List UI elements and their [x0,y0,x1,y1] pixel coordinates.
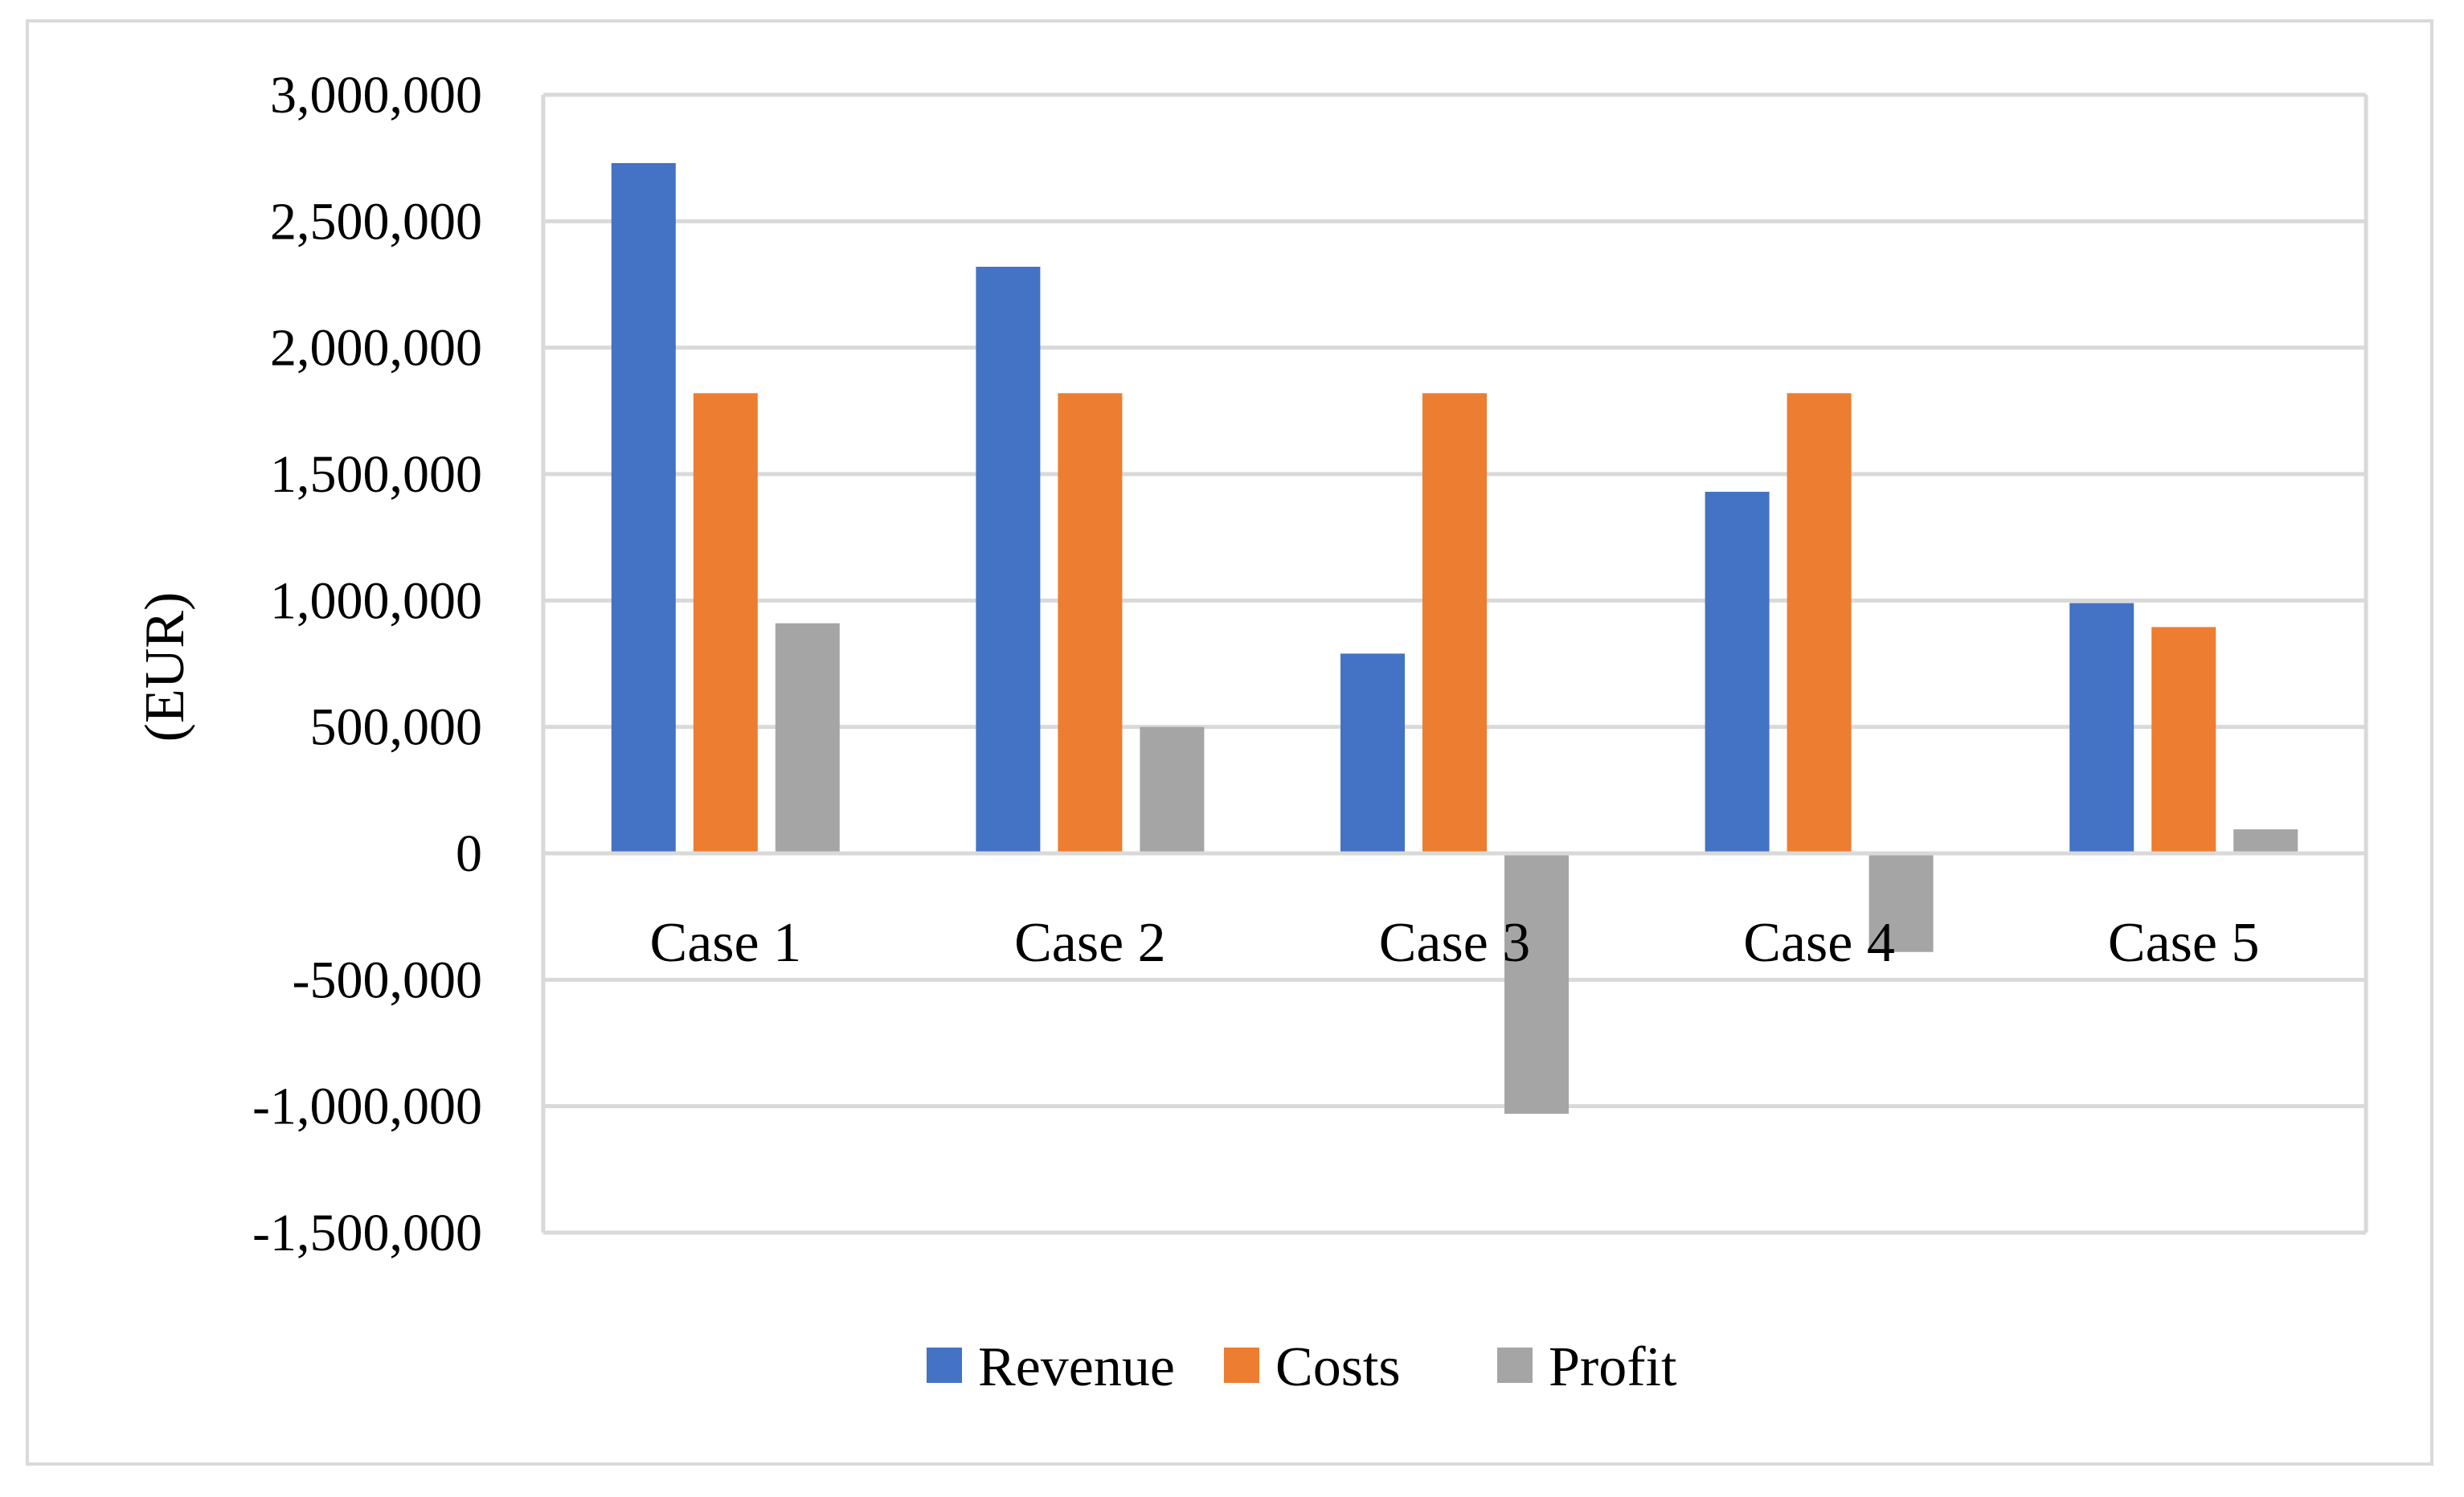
bar-revenue-case-5 [2069,603,2135,853]
legend: Revenue Costs Profit [927,1336,1677,1398]
y-tick-label: -1,000,000 [252,1078,482,1136]
y-tick-label: 1,500,000 [270,445,482,504]
y-tick-label: 500,000 [310,698,483,757]
legend-swatch-revenue [927,1348,962,1383]
bar-profit-case-4 [1868,853,1934,952]
bar-costs-case-4 [1787,393,1852,854]
legend-swatch-costs [1224,1348,1259,1383]
y-tick-label: 2,000,000 [270,319,482,378]
bars [543,162,2366,1115]
bar-revenue-case-2 [976,266,1041,853]
legend-label-profit: Profit [1549,1336,1677,1398]
y-tick-label: 0 [456,824,482,883]
bar-profit-case-1 [775,623,840,853]
category-label: Case 2 [1014,912,1166,974]
bar-costs-case-5 [2151,627,2216,853]
legend-swatch-profit [1497,1348,1533,1383]
category-label: Case 4 [1743,912,1895,974]
y-tick-label: 1,000,000 [270,571,482,630]
y-tick-labels: 3,000,000 2,500,000 2,000,000 1,500,000 1,00… [252,66,482,1262]
category-label: Case 3 [1379,912,1531,974]
legend-label-revenue: Revenue [978,1336,1175,1398]
bar-costs-case-3 [1422,393,1487,854]
bar-profit-case-2 [1140,726,1205,853]
bar-revenue-case-1 [611,162,676,853]
category-labels: Case 1 Case 2 Case 3 Case 4 Case 5 [650,912,2260,974]
legend-label-costs: Costs [1275,1336,1401,1398]
bar-profit-case-5 [2233,829,2298,853]
y-tick-label: 3,000,000 [270,66,482,125]
y-axis-title: (EUR) [134,592,196,742]
y-tick-label: -1,500,000 [252,1204,482,1262]
chart-frame [26,19,2433,1466]
bar-revenue-case-3 [1340,653,1405,853]
category-label: Case 1 [650,912,802,974]
bar-costs-case-2 [1058,393,1123,854]
bar-costs-case-1 [693,393,758,854]
bar-revenue-case-4 [1705,492,1770,853]
y-tick-label: 2,500,000 [270,192,482,251]
bar-profit-case-3 [1504,853,1569,1115]
y-tick-label: -500,000 [293,951,482,1009]
category-label: Case 5 [2108,912,2260,974]
